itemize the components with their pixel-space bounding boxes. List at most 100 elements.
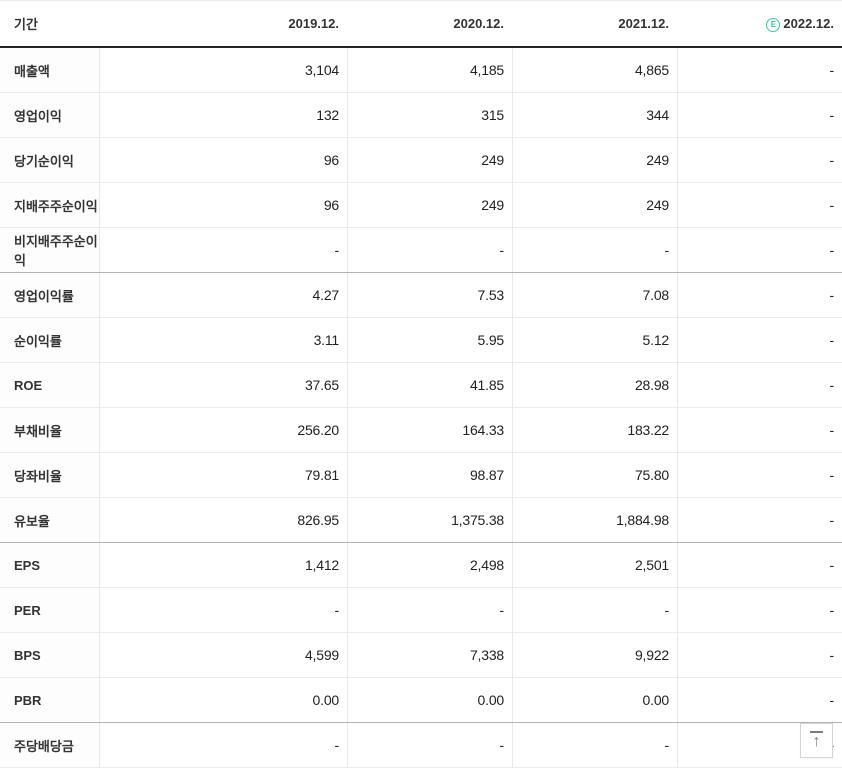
metric-value: 5.95	[347, 318, 512, 362]
metric-label: 매출액	[0, 48, 99, 92]
metric-label: ROE	[0, 363, 99, 407]
table-body: 매출액 3,104 4,185 4,865 - 영업이익 132 315 344…	[0, 48, 842, 768]
column-header-2020: 2020.12.	[453, 16, 504, 31]
metric-value: -	[99, 228, 347, 272]
column-header-2022-estimate: E 2022.12.	[677, 16, 842, 32]
table-row: 주당배당금 - - - -	[0, 723, 842, 768]
metric-value: -	[99, 723, 347, 767]
metric-label: BPS	[0, 633, 99, 677]
metric-value: -	[347, 723, 512, 767]
metric-label: 비지배주주순이익	[0, 228, 99, 272]
metric-value: 7,338	[347, 633, 512, 677]
metric-value: -	[347, 228, 512, 272]
column-header-2022-label: 2022.12.	[783, 15, 834, 31]
metric-label: 유보율	[0, 498, 99, 542]
metric-value: 4,865	[512, 48, 677, 92]
metric-value: -	[512, 228, 677, 272]
table-row: 비지배주주순이익 - - - -	[0, 228, 842, 273]
metric-value: 9,922	[512, 633, 677, 677]
metric-value: 249	[347, 183, 512, 227]
metric-value: 164.33	[347, 408, 512, 452]
metric-label: 지배주주순이익	[0, 183, 99, 227]
table-row: 순이익률 3.11 5.95 5.12 -	[0, 318, 842, 363]
metric-value: 3,104	[99, 48, 347, 92]
metric-value: 75.80	[512, 453, 677, 497]
table-row: 매출액 3,104 4,185 4,865 -	[0, 48, 842, 93]
metric-value: -	[512, 723, 677, 767]
metric-value: -	[677, 633, 842, 677]
metric-value: 249	[512, 183, 677, 227]
table-header-row: 기간 2019.12. 2020.12. 2021.12. E 2022.12.	[0, 1, 842, 48]
metric-value: 0.00	[512, 678, 677, 722]
metric-label: 영업이익률	[0, 273, 99, 317]
metric-value: -	[677, 318, 842, 362]
metric-value: 7.08	[512, 273, 677, 317]
metric-value: -	[677, 543, 842, 587]
metric-value: 98.87	[347, 453, 512, 497]
metric-value: 249	[512, 138, 677, 182]
metric-value: 256.20	[99, 408, 347, 452]
table-row: BPS 4,599 7,338 9,922 -	[0, 633, 842, 678]
table-row: 영업이익률 4.27 7.53 7.08 -	[0, 273, 842, 318]
table-row: 유보율 826.95 1,375.38 1,884.98 -	[0, 498, 842, 543]
metric-value: 4.27	[99, 273, 347, 317]
metric-label: 당기순이익	[0, 138, 99, 182]
metric-value: 0.00	[347, 678, 512, 722]
metric-value: 2,501	[512, 543, 677, 587]
metric-value: 37.65	[99, 363, 347, 407]
metric-value: -	[677, 408, 842, 452]
metric-label: 당좌비율	[0, 453, 99, 497]
metric-value: -	[677, 228, 842, 272]
table-row: PER - - - -	[0, 588, 842, 633]
metric-value: -	[677, 138, 842, 182]
estimate-icon: E	[766, 17, 781, 32]
table-row: 부채비율 256.20 164.33 183.22 -	[0, 408, 842, 453]
scroll-to-top-button[interactable]: ↑	[800, 723, 833, 758]
metric-value: -	[677, 678, 842, 722]
metric-value: 3.11	[99, 318, 347, 362]
metric-value: -	[347, 588, 512, 632]
metric-value: -	[677, 48, 842, 92]
metric-value: -	[99, 588, 347, 632]
metric-value: 1,884.98	[512, 498, 677, 542]
table-row: EPS 1,412 2,498 2,501 -	[0, 543, 842, 588]
table-row: ROE 37.65 41.85 28.98 -	[0, 363, 842, 408]
table-row: 영업이익 132 315 344 -	[0, 93, 842, 138]
metric-label: 순이익률	[0, 318, 99, 362]
metric-value: -	[677, 498, 842, 542]
metric-label: PER	[0, 588, 99, 632]
metric-value: 1,375.38	[347, 498, 512, 542]
column-header-2019: 2019.12.	[288, 16, 339, 31]
metric-value: -	[512, 588, 677, 632]
metric-value: 7.53	[347, 273, 512, 317]
metric-label: PBR	[0, 678, 99, 722]
metric-value: 0.00	[99, 678, 347, 722]
metric-value: -	[677, 363, 842, 407]
metric-value: 96	[99, 138, 347, 182]
metric-value: 79.81	[99, 453, 347, 497]
metric-label: 영업이익	[0, 93, 99, 137]
column-header-2021: 2021.12.	[618, 16, 669, 31]
metric-value: 4,185	[347, 48, 512, 92]
metric-value: 344	[512, 93, 677, 137]
metric-value: 96	[99, 183, 347, 227]
metric-value: -	[677, 183, 842, 227]
metric-label: 주당배당금	[0, 723, 99, 767]
metric-value: 4,599	[99, 633, 347, 677]
metric-value: 183.22	[512, 408, 677, 452]
arrow-up-to-top-icon	[810, 731, 823, 733]
metric-value: 132	[99, 93, 347, 137]
metric-value: -	[677, 453, 842, 497]
metric-value: 5.12	[512, 318, 677, 362]
metric-value: 315	[347, 93, 512, 137]
metric-value: -	[677, 273, 842, 317]
metric-value: -	[677, 588, 842, 632]
metric-value: 2,498	[347, 543, 512, 587]
metric-label: 부채비율	[0, 408, 99, 452]
metric-value: 249	[347, 138, 512, 182]
metric-value: 28.98	[512, 363, 677, 407]
period-header: 기간	[14, 17, 38, 32]
metric-value: 1,412	[99, 543, 347, 587]
